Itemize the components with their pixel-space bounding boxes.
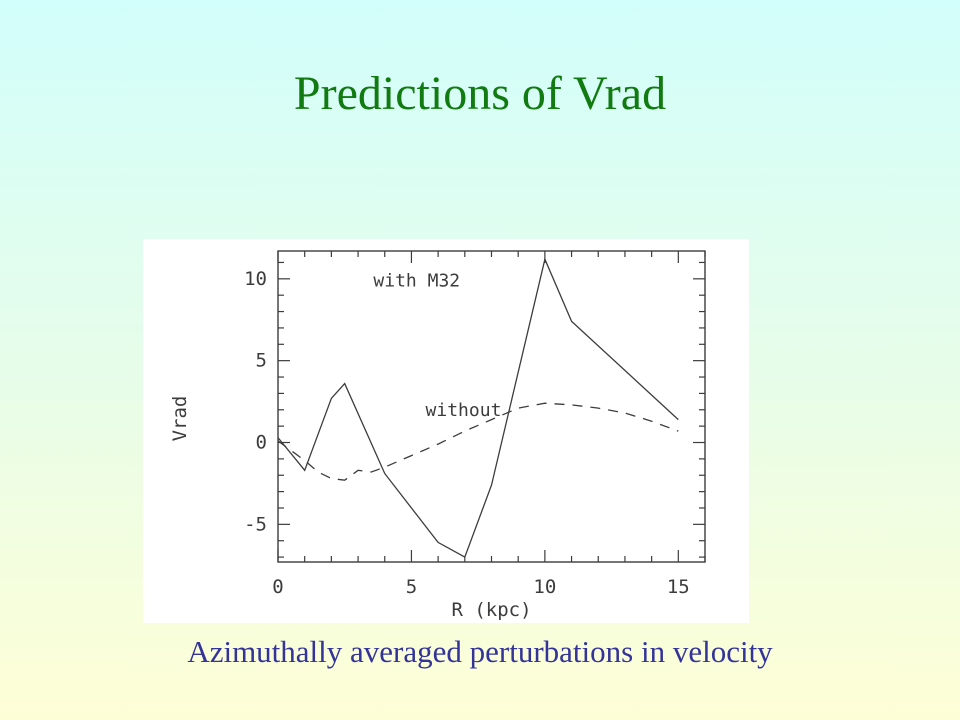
chart-text: 5 [406,576,417,598]
chart-text: R (kpc) [451,599,531,621]
chart-text: 0 [272,576,283,598]
chart-text: Vrad [169,396,191,442]
chart-text: 5 [256,350,267,372]
chart-text: 15 [667,576,690,598]
chart-text: with M32 [373,270,460,291]
slide-caption: Azimuthally averaged perturbations in ve… [187,634,773,669]
chart-text: -5 [244,513,267,535]
series-without [277,402,679,481]
chart-text: without [426,400,502,421]
slide-title: Predictions of Vrad [293,67,667,120]
chart-text: 10 [244,268,267,290]
chart-text: 0 [256,432,267,454]
chart-text: 10 [533,576,556,598]
series-with-m32 [277,257,679,559]
chart-panel: 0 5 10 15 -5 0 5 10 R (kpc) Vrad with M32 without [143,239,749,623]
